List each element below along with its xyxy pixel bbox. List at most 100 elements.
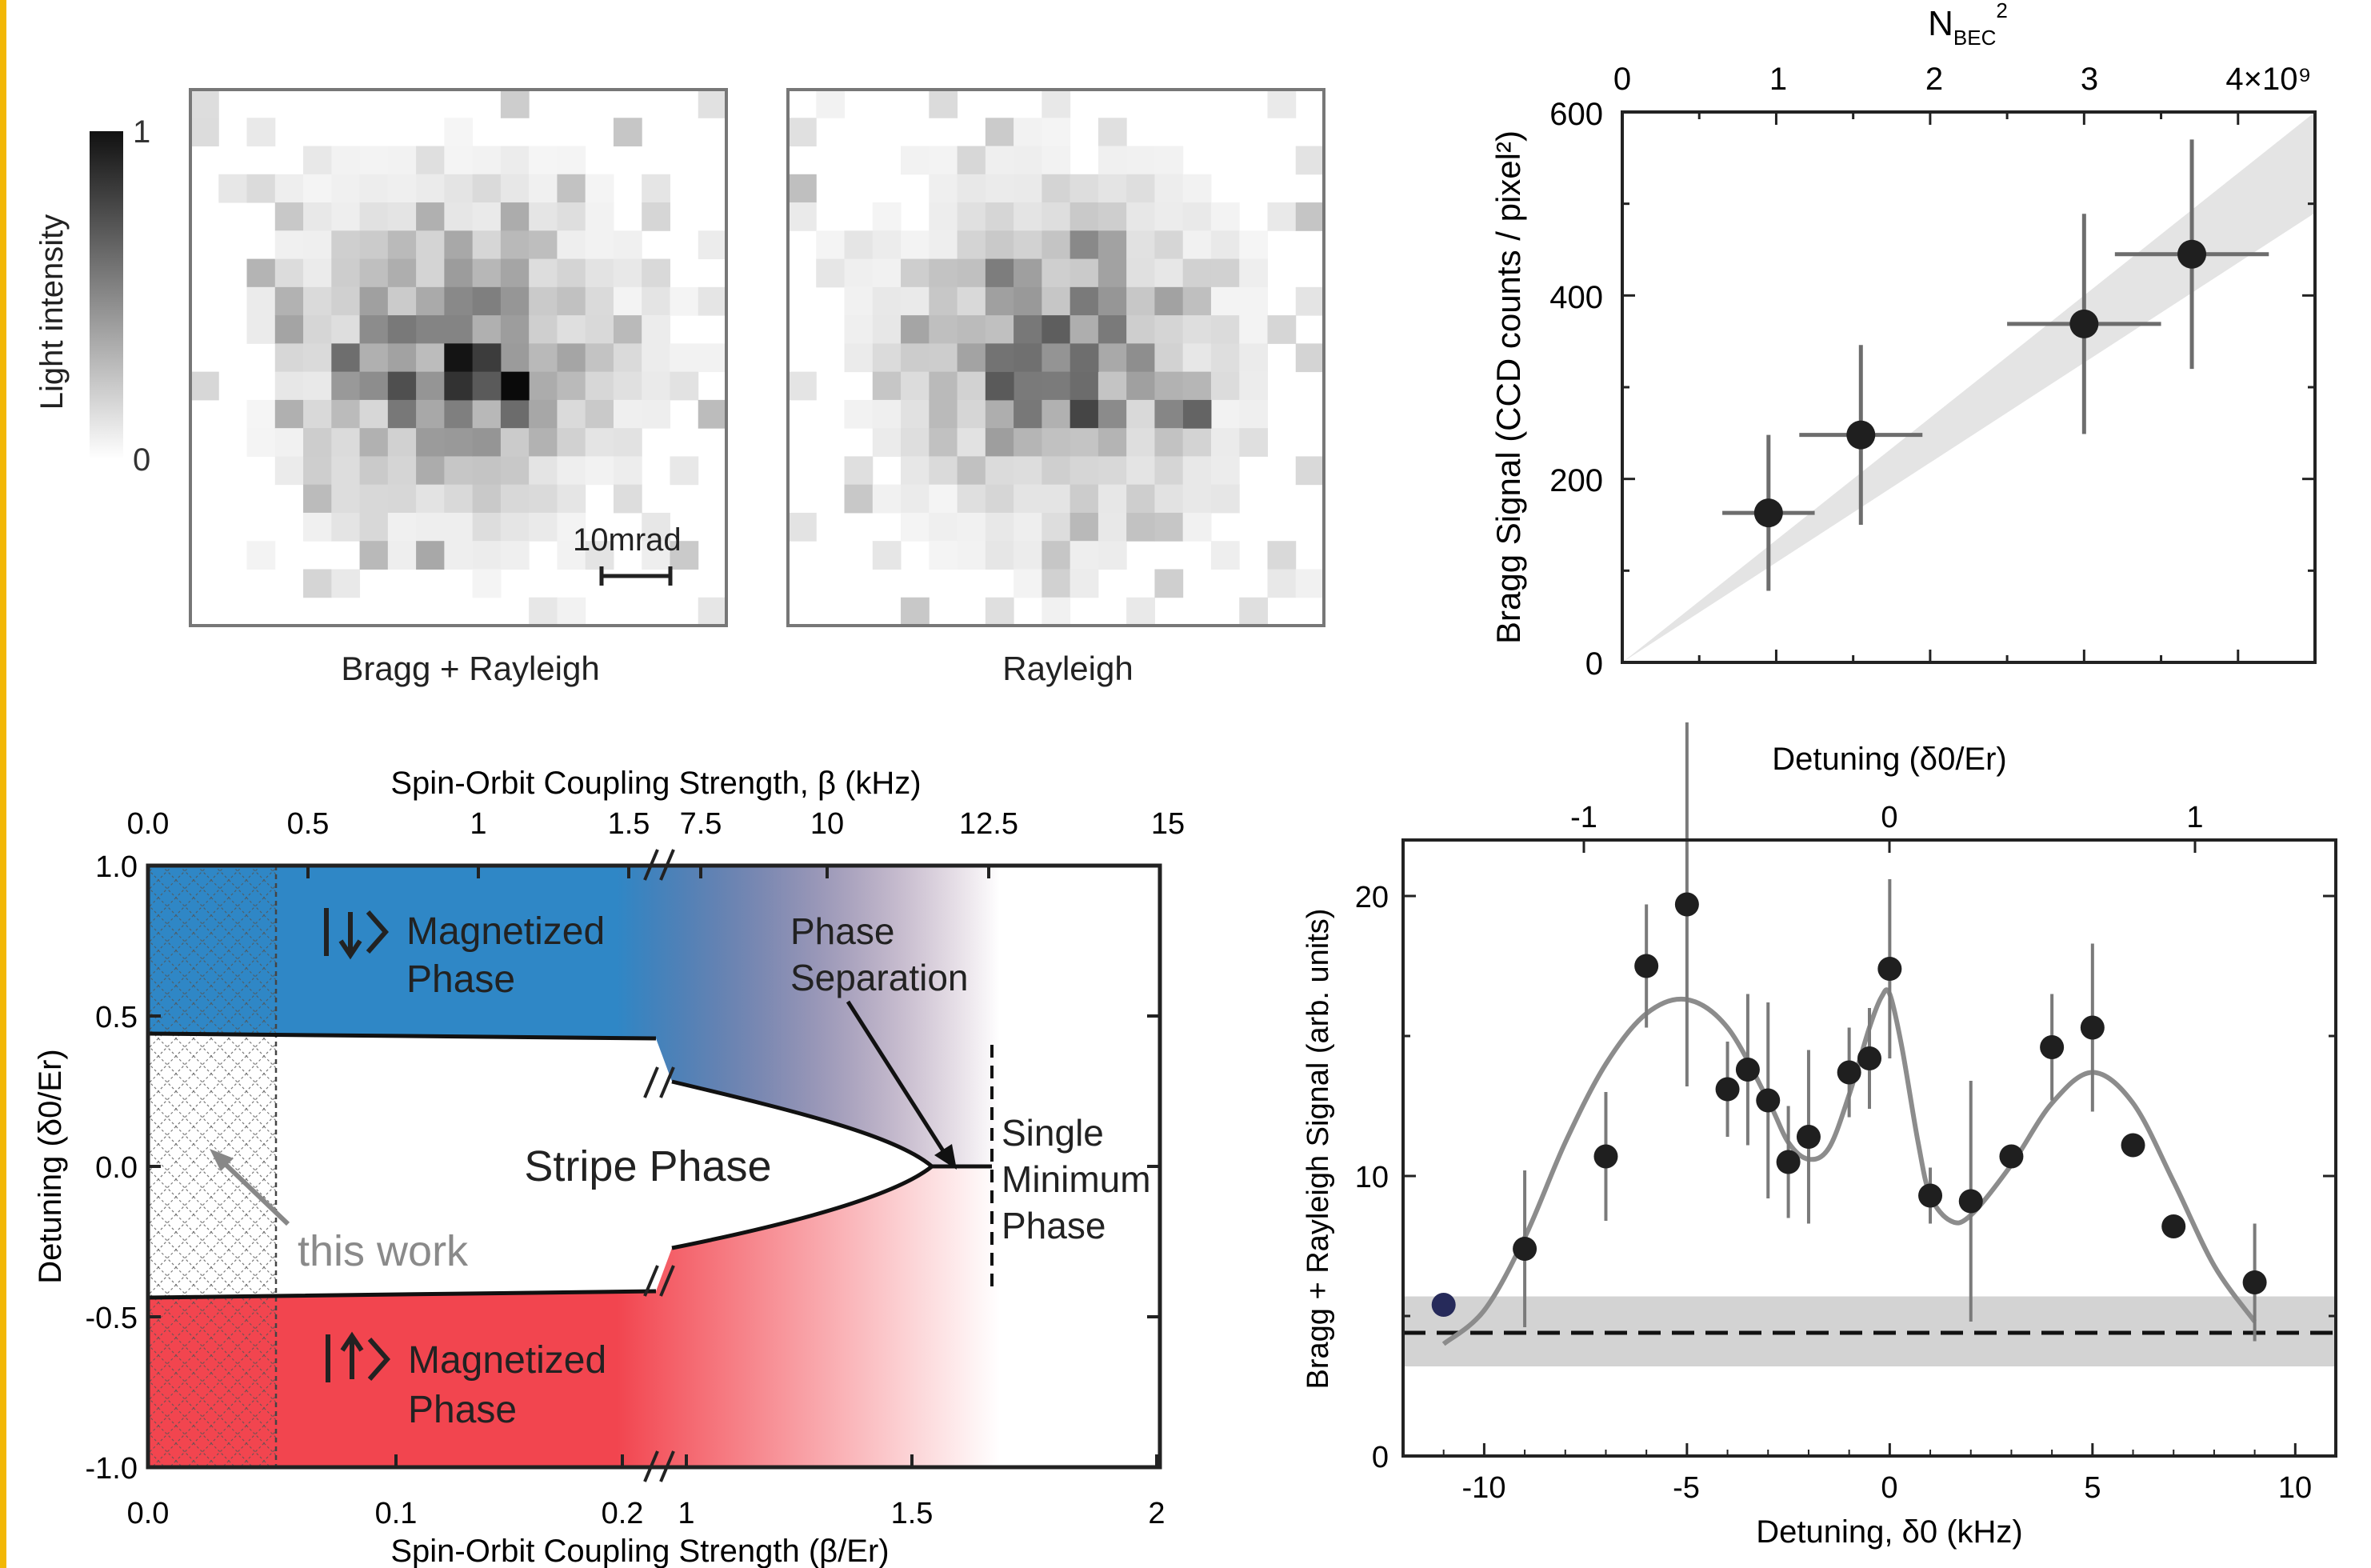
image-pixel [613,286,642,316]
image-pixel [274,174,304,203]
image-pixel [1014,484,1042,514]
image-pixel [1267,90,1297,118]
image-pixel [670,456,699,486]
image-pixel [1182,343,1212,373]
image-pixel [1210,286,1240,316]
image-pixel [359,343,389,373]
image-pixel [331,230,361,260]
image-pixel [331,512,361,542]
image-pixel [416,371,445,401]
image-pixel [1098,202,1127,231]
image-pixel [901,258,930,288]
image-pixel [1295,286,1325,316]
image-pixel [1210,428,1240,457]
top-axis-title: NBEC2 [1928,0,2008,50]
image-pixel [387,202,417,231]
image-pixel [1014,202,1042,231]
image-pixel [444,456,474,486]
single-minimum-label-3: Phase [1002,1205,1106,1246]
image-pixel [303,456,332,486]
image-pixel [472,174,502,203]
image-pixel [1098,146,1127,175]
image-pixel [872,258,902,288]
image-pixel [1210,399,1240,429]
image-pixel [816,230,846,260]
image-pixel [1098,371,1127,401]
x-axis-title: Spin-Orbit Coupling Strength (β/Er) [390,1534,889,1568]
image-pixel [1126,230,1155,260]
image-pixel [1126,258,1155,288]
image-pixel [246,174,276,203]
image-pixel [387,512,417,542]
image-pixel [1098,541,1127,570]
image-pixel [331,428,361,457]
fit-curve [1441,987,2257,1346]
image-pixel [359,484,389,514]
image-pixel [529,456,558,486]
image-pixel [416,258,445,288]
image-pixel [303,484,332,514]
x-tick-2: 2 [1148,1497,1165,1530]
image-pixel [872,484,902,514]
image-pixel [359,371,389,401]
image-pixel [500,174,530,203]
image-pixel [844,286,874,316]
image-pixel [1267,315,1297,344]
data-point [1753,498,1783,528]
image-pixel [472,428,502,457]
image-pixel [303,174,332,203]
image-pixel [613,258,642,288]
image-pixel [303,315,332,344]
image-pixel [557,399,586,429]
image-pixel [929,456,958,486]
image-pixel [642,541,670,570]
image-pixel [1042,484,1071,514]
image-pixel [985,343,1014,373]
image-pixel [387,399,417,429]
y-tick-200: 200 [1549,463,1603,498]
image-pixel [1070,258,1099,288]
image-pixel [1014,371,1042,401]
image-pixel [246,258,276,288]
image-pixel [444,286,474,316]
image-pixel [557,174,586,203]
data-point [1593,1144,1618,1169]
image-pixel [331,569,361,598]
image-pixel [500,258,530,288]
single-minimum-label-1: Single [1002,1112,1104,1154]
data-point [1634,954,1659,978]
single-minimum-label-2: Minimum [1002,1158,1151,1200]
image-pixel [957,428,986,457]
image-pixel [359,456,389,486]
image-pixel [1070,541,1099,570]
colorbar [90,131,123,459]
image-pixel [303,202,332,231]
data-point [1918,1183,1943,1208]
y-tick-0: 0 [1372,1441,1389,1474]
image-pixel [613,456,642,486]
x-tick-neg5: -5 [1673,1471,1700,1505]
image-pixel [929,286,958,316]
colorbar-title: Light intensity [34,214,70,410]
image-pixel [929,428,958,457]
image-pixel [359,146,389,175]
image-pixel [359,174,389,203]
image-pixel [1126,428,1155,457]
image-pixel [1014,174,1042,203]
image-pixel [472,315,502,344]
image-pixel [557,343,586,373]
image-pixel [472,343,502,373]
image-pixel [444,146,474,175]
image-pixel [500,484,530,514]
data-point [1999,1144,2024,1169]
image-pixel [844,258,874,288]
data-point [1857,1046,1881,1070]
image-pixel [472,258,502,288]
image-pixel [529,484,558,514]
image-pixel [788,512,817,542]
data-point [1756,1088,1781,1113]
image-pixel [613,230,642,260]
image-pixel [1154,399,1184,429]
top-tick-2: 2 [1925,62,1943,97]
image-pixel [613,315,642,344]
